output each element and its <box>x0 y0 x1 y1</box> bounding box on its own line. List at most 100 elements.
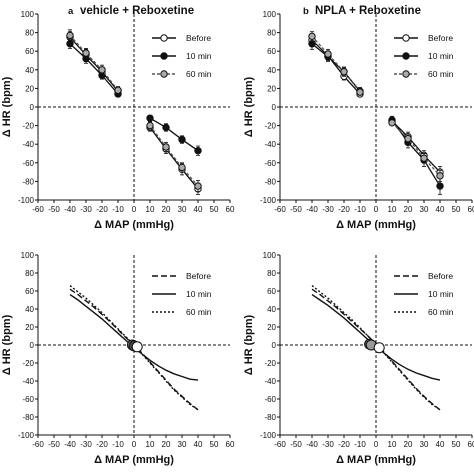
y-axis-label: Δ HR (bpm) <box>1 314 13 375</box>
x-tick-label: -50 <box>290 205 302 214</box>
legend-label: Before <box>186 33 211 43</box>
data-point <box>66 40 74 48</box>
panel-b-npla-reboxetine: b NPLA + Reboxetine -100-80-60-40-200204… <box>243 5 474 231</box>
series-line <box>149 127 199 190</box>
panel-title: NPLA + Reboxetine <box>315 5 421 17</box>
x-tick-label: -10 <box>354 205 366 214</box>
y-tick-label: -100 <box>18 431 35 440</box>
legend-label: Before <box>428 271 453 281</box>
y-axis-label: Δ HR (bpm) <box>243 314 255 375</box>
data-point <box>114 86 122 94</box>
x-tick-label: 40 <box>194 205 203 214</box>
x-axis-label: Δ MAP (mmHg) <box>336 454 416 466</box>
legend-marker <box>160 34 168 42</box>
series-60-min <box>308 31 444 182</box>
x-tick-label: -50 <box>48 205 60 214</box>
legend-marker <box>402 52 410 60</box>
x-tick-label: 60 <box>468 440 474 449</box>
panel-label: b <box>303 6 309 17</box>
x-tick-label: 50 <box>452 205 461 214</box>
legend-marker <box>160 70 168 78</box>
series-line <box>391 120 441 173</box>
x-tick-label: -40 <box>306 205 318 214</box>
x-tick-label: 60 <box>226 205 235 214</box>
data-point <box>436 182 444 190</box>
series-line <box>149 117 199 152</box>
x-tick-label: 10 <box>388 205 397 214</box>
series-line <box>69 34 119 91</box>
y-tick-label: -20 <box>264 122 276 131</box>
y-tick-label: 0 <box>30 341 35 350</box>
series-10-min <box>66 38 202 156</box>
panel-title: vehicle + Reboxetine <box>80 5 194 17</box>
y-tick-label: -80 <box>22 177 34 186</box>
x-tick-label: -60 <box>274 440 286 449</box>
x-tick-label: -30 <box>322 205 334 214</box>
y-tick-label: -20 <box>264 359 276 368</box>
y-tick-label: -60 <box>22 395 34 404</box>
y-tick-label: -40 <box>22 140 34 149</box>
y-tick-label: 80 <box>25 29 34 38</box>
y-axis-label: Δ HR (bpm) <box>243 76 255 137</box>
y-tick-label: 0 <box>272 103 277 112</box>
x-tick-label: 10 <box>146 205 155 214</box>
x-tick-label: 50 <box>210 205 219 214</box>
panel-label: a <box>68 6 74 17</box>
y-tick-label: -40 <box>264 377 276 386</box>
data-point <box>388 119 396 127</box>
legend-label: Before <box>186 271 211 281</box>
x-tick-label: 40 <box>436 440 445 449</box>
x-tick-label: 30 <box>178 205 187 214</box>
x-axis-label: Δ MAP (mmHg) <box>336 219 416 231</box>
y-tick-label: -40 <box>264 140 276 149</box>
y-tick-label: 0 <box>272 341 277 350</box>
x-tick-label: 0 <box>374 440 379 449</box>
x-tick-label: -10 <box>354 440 366 449</box>
y-tick-label: 40 <box>267 66 276 75</box>
data-point <box>98 66 106 74</box>
x-tick-label: -60 <box>32 440 44 449</box>
panel-a-vehicle-reboxetine: a vehicle + Reboxetine -100-80-60-40-200… <box>1 5 235 231</box>
x-tick-label: 0 <box>132 440 137 449</box>
y-tick-label: 80 <box>267 269 276 278</box>
x-tick-label: 60 <box>468 205 474 214</box>
x-tick-label: -50 <box>48 440 60 449</box>
x-tick-label: -30 <box>80 440 92 449</box>
x-tick-label: 20 <box>162 205 171 214</box>
x-tick-label: -10 <box>112 205 124 214</box>
y-tick-label: 60 <box>267 287 276 296</box>
legend-label: 60 min <box>428 69 454 79</box>
data-point <box>324 50 332 58</box>
y-tick-label: 20 <box>25 84 34 93</box>
x-tick-label: 50 <box>210 440 219 449</box>
x-tick-label: 40 <box>436 205 445 214</box>
x-tick-label: -20 <box>96 440 108 449</box>
x-tick-label: 20 <box>404 440 413 449</box>
y-tick-label: 60 <box>25 287 34 296</box>
data-point <box>178 135 186 144</box>
legend-marker <box>160 52 168 60</box>
data-point <box>66 31 74 40</box>
y-tick-label: 20 <box>25 323 34 332</box>
series-60-min <box>66 29 202 193</box>
x-axis-label: Δ MAP (mmHg) <box>94 454 174 466</box>
x-tick-label: 20 <box>404 205 413 214</box>
data-point <box>194 147 202 155</box>
y-tick-label: -20 <box>22 122 34 131</box>
y-tick-label: 80 <box>25 269 34 278</box>
y-tick-label: -80 <box>264 177 276 186</box>
x-tick-label: -40 <box>306 440 318 449</box>
x-tick-label: -40 <box>64 205 76 214</box>
x-tick-label: 20 <box>162 440 171 449</box>
y-tick-label: 40 <box>25 66 34 75</box>
x-tick-label: 50 <box>452 440 461 449</box>
series-line <box>311 39 361 95</box>
y-tick-label: 40 <box>267 305 276 314</box>
legend-marker <box>402 34 410 42</box>
x-tick-label: 30 <box>420 440 429 449</box>
y-tick-label: 40 <box>25 305 34 314</box>
midpoint-marker <box>373 342 385 354</box>
